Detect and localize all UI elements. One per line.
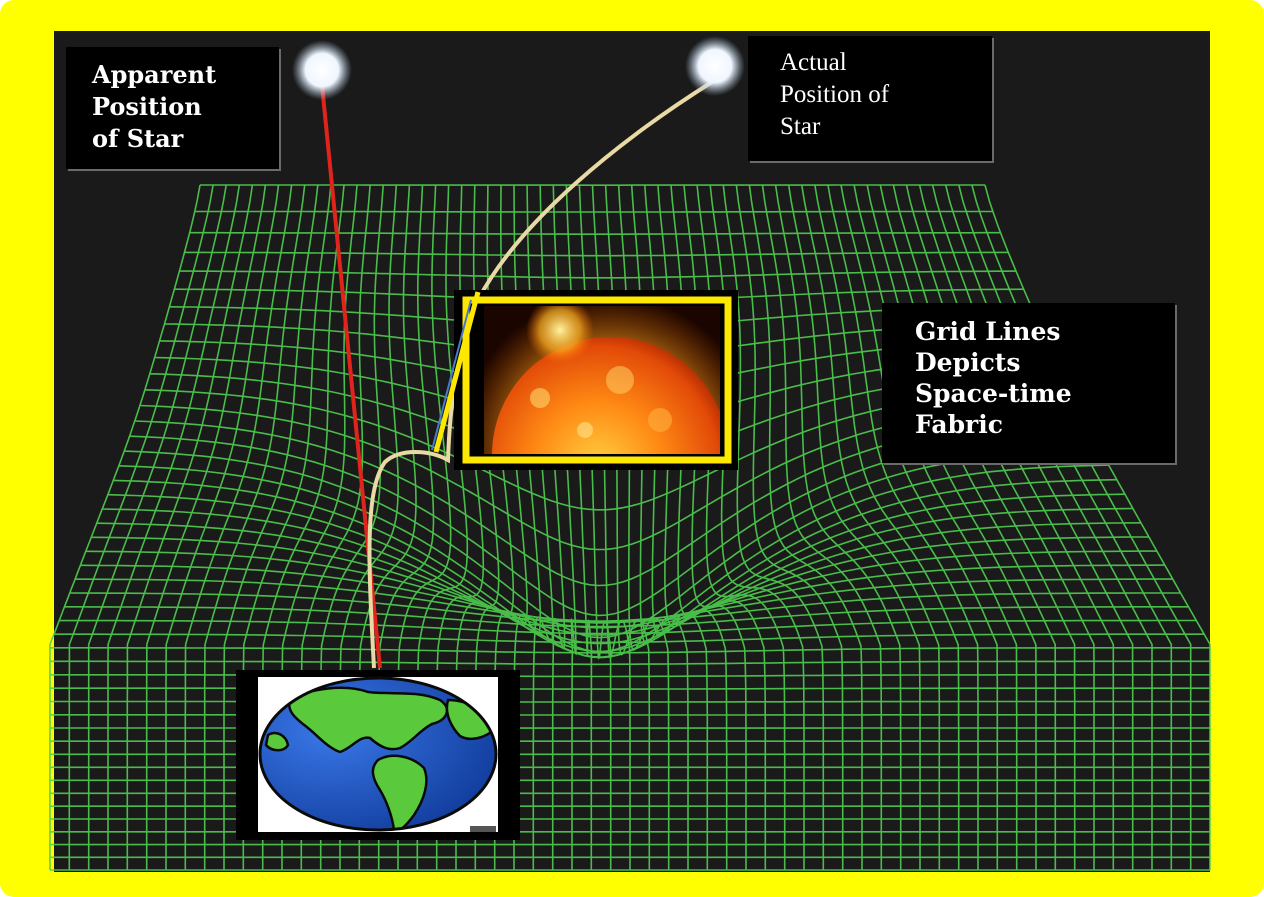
apparent-star-icon: [292, 40, 352, 100]
earth-globe-icon: [236, 670, 520, 840]
grid-line-vertical: [223, 184, 319, 870]
actual-light-ray: [367, 80, 714, 669]
grid-line-vertical: [126, 184, 254, 870]
grid-line-vertical: [774, 184, 902, 870]
grid-line-vertical: [49, 184, 201, 870]
grid-label-line-4: Fabric: [915, 410, 1003, 439]
grid-line-vertical: [761, 184, 883, 870]
actual-position-label: Actual Position of Star: [748, 36, 992, 161]
grid-label-line-1: Grid Lines: [915, 317, 1061, 346]
grid-label-line-3: Space-time: [915, 379, 1072, 408]
apparent-label-line-1: Apparent: [92, 60, 217, 89]
apparent-position-label: Apparent Position of Star: [66, 47, 279, 169]
grid-line-vertical: [107, 184, 241, 870]
apparent-label-line-2: Position: [92, 92, 202, 121]
actual-label-line-3: Star: [780, 113, 821, 140]
actual-star-icon: [685, 36, 745, 96]
actual-label-line-2: Position of: [780, 81, 890, 108]
grid-line-vertical: [165, 184, 280, 870]
grid-line-vertical: [814, 184, 960, 870]
grid-line-vertical: [722, 185, 825, 870]
grid-line-vertical: [735, 185, 844, 870]
grid-line-vertical: [87, 184, 227, 870]
grid-line-vertical: [787, 184, 921, 870]
actual-label-line-1: Actual: [780, 49, 847, 76]
sun-icon: [431, 290, 738, 470]
grid-line-vertical: [203, 184, 306, 870]
grid-label-line-2: Depicts: [915, 348, 1021, 377]
grid-line-vertical: [68, 184, 214, 870]
apparent-label-line-3: of Star: [92, 124, 184, 153]
grid-line-vertical: [840, 184, 999, 870]
grid-line-vertical: [145, 184, 267, 870]
grid-line-vertical: [184, 184, 293, 870]
grid-line-vertical: [801, 184, 941, 870]
grid-lines-label: Grid Lines Depicts Space-time Fabric: [882, 303, 1175, 463]
grid-line-vertical: [827, 184, 979, 870]
grid-line-vertical: [748, 184, 863, 870]
